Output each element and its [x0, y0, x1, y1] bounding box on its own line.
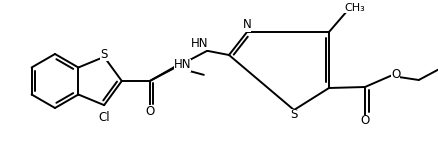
Text: O: O [391, 68, 400, 81]
Text: S: S [100, 48, 108, 61]
Text: S: S [290, 109, 298, 122]
Text: N: N [243, 18, 251, 31]
Text: O: O [360, 115, 370, 127]
Text: HN: HN [191, 37, 208, 50]
Text: CH₃: CH₃ [344, 3, 365, 13]
Text: HN: HN [174, 58, 191, 71]
Text: O: O [145, 105, 155, 118]
Text: Cl: Cl [98, 111, 110, 124]
